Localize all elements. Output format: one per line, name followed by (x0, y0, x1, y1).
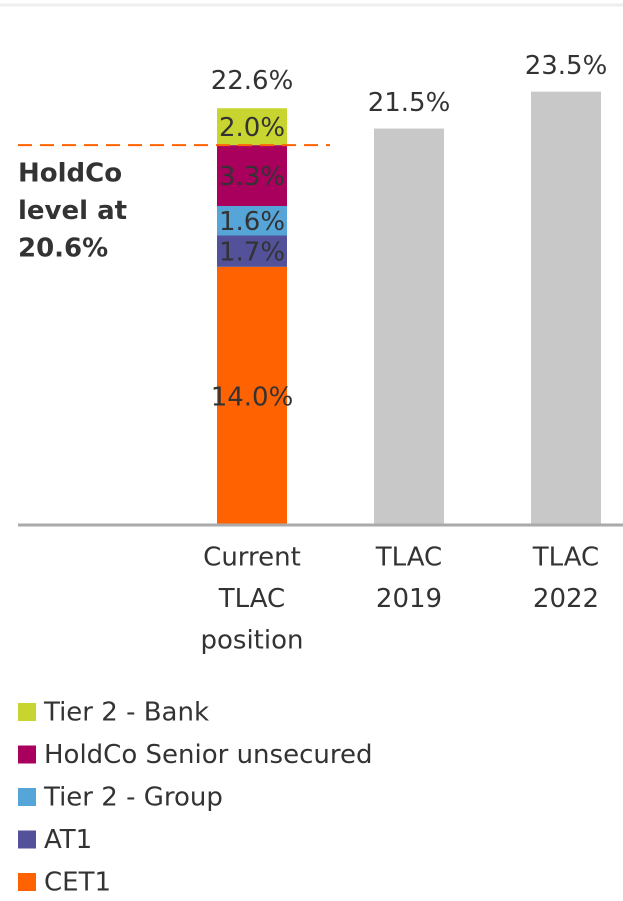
reference-label: HoldCo (18, 159, 122, 189)
x-tick-label: TLAC (218, 584, 285, 614)
x-tick-label: 2019 (376, 584, 442, 614)
segment-label: 3.3% (219, 162, 285, 192)
legend-label: HoldCo Senior unsecured (44, 740, 372, 770)
segment-label: 1.6% (219, 207, 285, 237)
x-tick-label: 2022 (533, 584, 599, 614)
x-tick-label: TLAC (375, 543, 442, 573)
x-tick-label: Current (203, 543, 301, 573)
requirement-bar (531, 91, 601, 525)
requirement-bar (374, 128, 444, 526)
total-label: 22.6% (211, 66, 294, 96)
legend-swatch (18, 788, 36, 806)
reference-label: 20.6% (18, 234, 108, 264)
reference-label: level at (18, 196, 127, 226)
bar-value-label: 21.5% (368, 88, 451, 118)
segment-label: 1.7% (219, 238, 285, 268)
legend-swatch (18, 703, 36, 721)
legend-label: Tier 2 - Group (43, 783, 223, 813)
legend-label: CET1 (44, 868, 111, 898)
bar-segment (217, 235, 287, 267)
legend-label: AT1 (44, 825, 92, 855)
bar-segment (217, 108, 287, 146)
bar-segment (217, 205, 287, 236)
bar-segment (217, 266, 287, 525)
legend-swatch (18, 745, 36, 764)
legend-label: Tier 2 - Bank (43, 698, 209, 728)
legend-swatch (18, 830, 36, 849)
bar-segment (217, 145, 287, 206)
legend-swatch (18, 873, 36, 891)
bar-value-label: 23.5% (525, 51, 608, 81)
x-tick-label: TLAC (532, 543, 599, 573)
segment-label: 14.0% (211, 382, 294, 412)
segment-label: 2.0% (219, 113, 285, 143)
x-tick-label: position (201, 626, 304, 656)
